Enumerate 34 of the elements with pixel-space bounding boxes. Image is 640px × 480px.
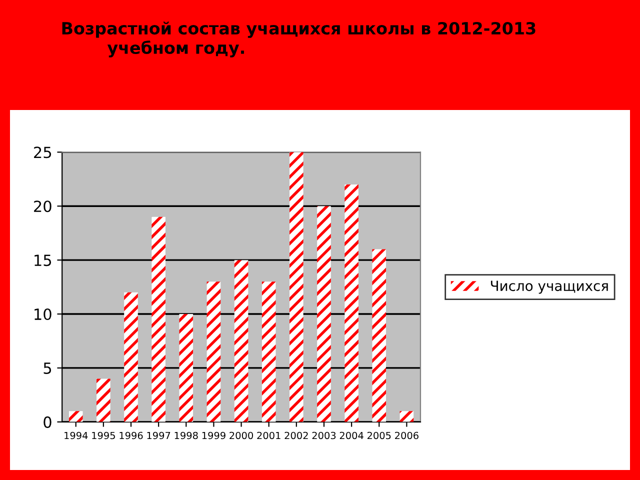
- bar: [179, 314, 194, 422]
- chart-title: Возрастной состав учащихся школы в 2012-2013 учебном году.: [62, 22, 536, 58]
- y-tick-label: 5: [44, 362, 52, 374]
- x-tick-label: 2000: [230, 432, 254, 440]
- bar: [400, 411, 414, 422]
- bar: [124, 292, 138, 422]
- y-tick-label: 0: [44, 416, 52, 428]
- legend-label: Число учащихся: [490, 280, 608, 294]
- bar: [262, 282, 276, 422]
- x-tick-label: 1997: [147, 432, 170, 440]
- x-tick-label: 2006: [395, 432, 418, 440]
- bar: [290, 152, 304, 422]
- x-tick-label: 2001: [257, 432, 280, 440]
- bar: [317, 206, 331, 422]
- x-tick-label: 1999: [202, 432, 226, 440]
- x-tick-label: 2002: [284, 432, 308, 440]
- bar: [206, 282, 221, 422]
- x-tick-label: 2004: [340, 432, 364, 440]
- y-tick-label: 10: [34, 308, 52, 320]
- bar: [234, 260, 248, 422]
- y-tick-label: 25: [34, 146, 52, 158]
- y-tick-label: 20: [34, 200, 52, 212]
- x-tick-label: 2005: [367, 432, 391, 440]
- bar: [344, 184, 358, 422]
- bar: [96, 378, 110, 422]
- x-tick-label: 2003: [312, 432, 336, 440]
- x-tick-label: 1994: [64, 432, 88, 440]
- x-tick-label: 1996: [120, 432, 143, 440]
- y-tick-label: 15: [34, 254, 52, 266]
- x-tick-label: 1995: [92, 432, 115, 440]
- bar: [152, 216, 166, 422]
- bar: [68, 411, 83, 422]
- x-tick-label: 1998: [174, 432, 198, 440]
- bar: [372, 249, 386, 422]
